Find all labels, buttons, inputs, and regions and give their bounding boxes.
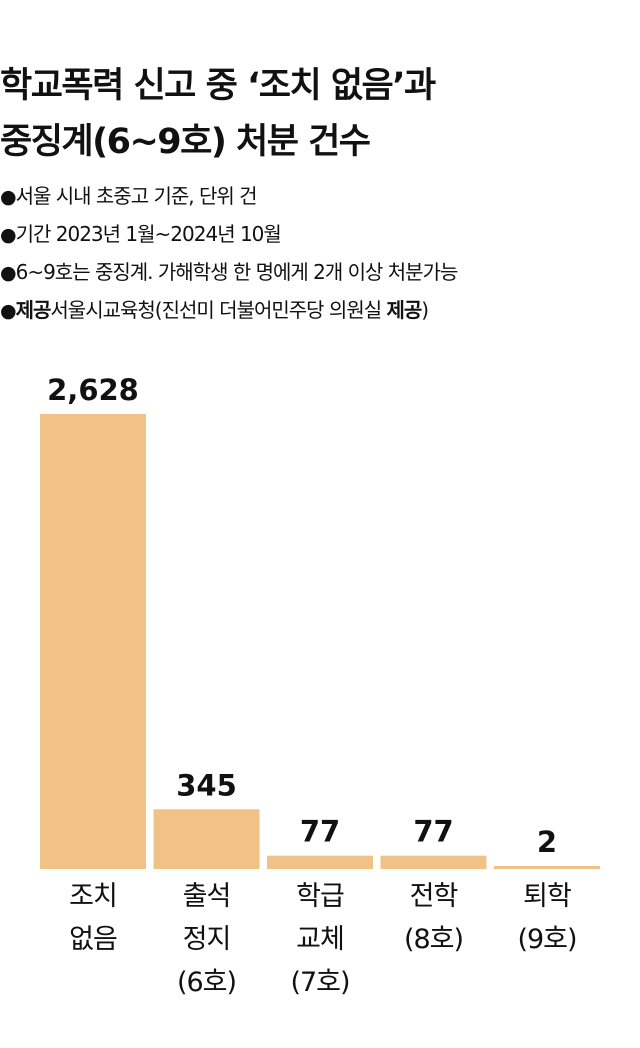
note-text: 6~9호는 중징계. 가해학생 한 명에게 2개 이상 처분가능 bbox=[15, 260, 459, 284]
bar-4 bbox=[494, 866, 600, 869]
source-label: 제공 bbox=[15, 298, 52, 322]
bar-3 bbox=[380, 855, 487, 869]
source-tail: ) bbox=[421, 298, 429, 322]
category-label-line: 전학 bbox=[409, 881, 459, 912]
notes-list: ●서울 시내 초중고 기준, 단위 건 ●기간 2023년 1월~2024년 1… bbox=[0, 177, 640, 329]
category-label-line: 학급 bbox=[296, 881, 345, 912]
note-source: ●제공서울시교육청(진선미 더불어민주당 의원실 제공) bbox=[0, 291, 640, 329]
category-label-line: 교체 bbox=[296, 924, 345, 955]
value-label-1: 345 bbox=[176, 768, 237, 802]
note-definition: ●6~9호는 중징계. 가해학생 한 명에게 2개 이상 처분가능 bbox=[0, 253, 640, 291]
note-text: 서울 시내 초중고 기준, 단위 건 bbox=[15, 184, 258, 208]
category-label-4: 퇴학 (9호) bbox=[494, 875, 600, 961]
category-label-3: 전학 (8호) bbox=[381, 875, 487, 961]
value-label-2: 77 bbox=[300, 815, 340, 849]
source-text: 서울시교육청(진선미 더불어민주당 의원실 bbox=[50, 298, 387, 322]
chart-title-line-2: 중징계(6~9호) 처분 건수 bbox=[0, 122, 371, 162]
bar-chart: 2,628 345 77 77 2 bbox=[40, 373, 600, 869]
category-label-line: 출석 bbox=[182, 881, 232, 912]
bar-2 bbox=[267, 855, 373, 869]
value-label-0: 2,628 bbox=[47, 373, 139, 407]
note-period: ●기간 2023년 1월~2024년 10월 bbox=[0, 215, 640, 253]
chart-title: 학교폭력 신고 중 ‘조치 없음’과 중징계(6~9호) 처분 건수 bbox=[0, 58, 640, 170]
note-text: 기간 2023년 1월~2024년 10월 bbox=[15, 222, 282, 246]
bar-series bbox=[40, 414, 600, 869]
bullet-icon: ● bbox=[0, 186, 17, 208]
category-label-line: (8호) bbox=[403, 924, 464, 955]
bullet-icon: ● bbox=[0, 262, 17, 284]
bar-1 bbox=[153, 809, 260, 869]
category-label-line: (7호) bbox=[290, 967, 350, 998]
value-label-3: 77 bbox=[413, 815, 453, 849]
bar-0 bbox=[40, 414, 146, 869]
value-label-4: 2 bbox=[537, 825, 557, 859]
value-label-group: 2,628 345 77 77 2 bbox=[47, 373, 557, 859]
source-suffix: 제공 bbox=[386, 298, 422, 322]
bullet-icon: ● bbox=[0, 224, 17, 246]
category-label-line: (6호) bbox=[176, 967, 237, 998]
chart-title-line-1: 학교폭력 신고 중 ‘조치 없음’과 bbox=[0, 66, 436, 106]
category-label-line: (9호) bbox=[517, 924, 577, 955]
category-label-line: 퇴학 bbox=[523, 881, 572, 912]
category-label-line: 없음 bbox=[69, 924, 118, 955]
note-scope: ●서울 시내 초중고 기준, 단위 건 bbox=[0, 177, 640, 215]
bullet-icon: ● bbox=[0, 300, 17, 322]
category-label-line: 정지 bbox=[182, 924, 232, 955]
category-label-line: 조치 bbox=[69, 881, 118, 912]
